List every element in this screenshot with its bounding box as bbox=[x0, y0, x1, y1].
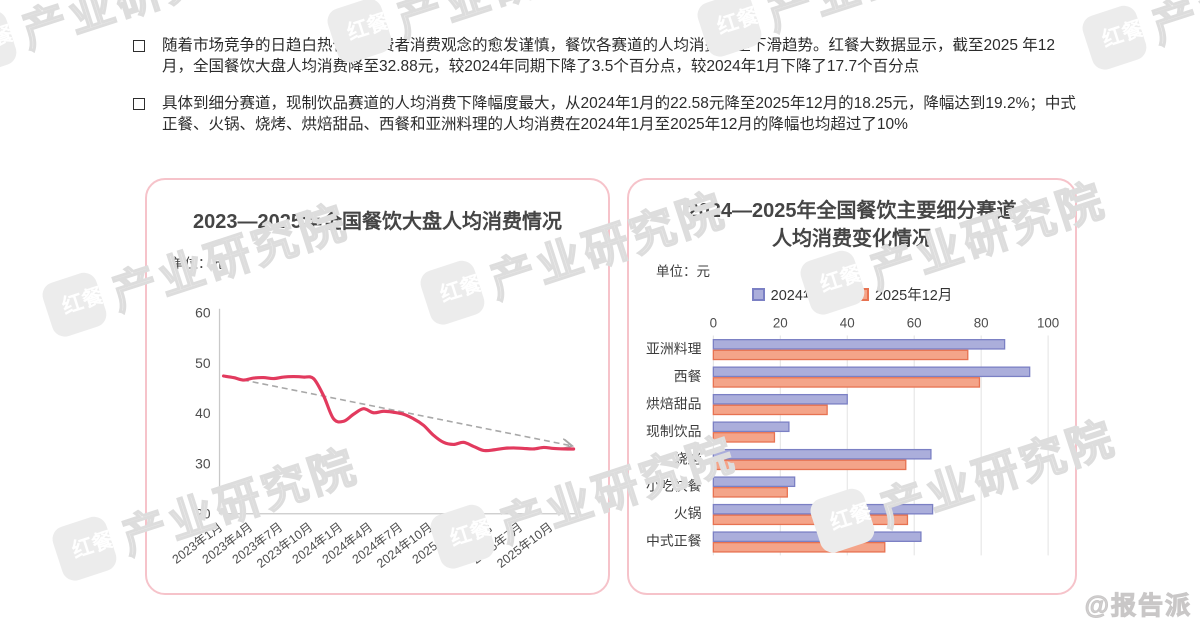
category-label: 现制饮品 bbox=[646, 423, 701, 439]
line-chart-card: 2023—2025年全国餐饮大盘人均消费情况 单位：元 60 50 40 30 20 20… bbox=[145, 178, 610, 595]
brand-logo-icon: 红餐 bbox=[39, 268, 110, 340]
y-axis-tick-label: 50 bbox=[195, 355, 211, 371]
bar-2025 bbox=[712, 432, 776, 443]
bar-2024 bbox=[712, 421, 790, 433]
y-axis-tick-label: 40 bbox=[195, 405, 211, 421]
consumption-line-series bbox=[221, 374, 576, 453]
bar-2025 bbox=[712, 541, 886, 553]
x-axis-tick-label: 100 bbox=[1037, 316, 1059, 331]
line-chart: 60504030202023年1月2023年4月2023年7月2023年10月2… bbox=[170, 305, 581, 571]
bullet-text: 随着市场竞争的日趋白热化和消费者消费观念的愈发谨慎，餐饮各赛道的人均消费均呈下滑… bbox=[162, 37, 1056, 75]
x-axis-tick-label: 80 bbox=[974, 316, 989, 331]
bar-2024 bbox=[712, 503, 934, 515]
brand-watermark-text: 产业研究院 bbox=[1142, 0, 1200, 56]
credit-watermark: @报告派 bbox=[1084, 592, 1192, 621]
category-label: 小吃快餐 bbox=[646, 478, 702, 494]
category-label: 西餐 bbox=[674, 368, 702, 384]
bar-2025 bbox=[712, 404, 828, 416]
brand-logo-icon: 红餐 bbox=[0, 6, 20, 78]
bar-2024 bbox=[712, 339, 1006, 350]
category-label: 亚洲料理 bbox=[646, 340, 702, 356]
summary-bullets: 随着市场竞争的日趋白热化和消费者消费观念的愈发谨慎，餐饮各赛道的人均消费均呈下滑… bbox=[133, 36, 1077, 152]
bar-2025 bbox=[712, 459, 907, 471]
line-chart-title: 2023—2025年全国餐饮大盘人均消费情况 bbox=[193, 211, 562, 233]
x-axis-tick-label: 20 bbox=[773, 316, 788, 331]
bar-2025 bbox=[712, 514, 909, 526]
category-label: 烧烤 bbox=[674, 450, 702, 466]
bullet-item: 具体到细分赛道，现制饮品赛道的人均消费下降幅度最大，从2024年1月的22.58… bbox=[133, 94, 1077, 135]
bar-chart-title-line2: 人均消费变化情况 bbox=[772, 228, 932, 250]
bar-2025 bbox=[712, 377, 981, 388]
legend-label-2025: 2025年12月 bbox=[874, 288, 953, 304]
bar-2024 bbox=[712, 366, 1031, 378]
bar-chart-unit-label: 单位：元 bbox=[656, 264, 710, 279]
bar-2024 bbox=[712, 531, 922, 542]
brand-logo-icon: 红餐 bbox=[1079, 1, 1150, 73]
bar-chart-title: 2024—2025年全国餐饮主要细分赛道 人均消费变化情况 bbox=[629, 197, 1075, 253]
bar-2024 bbox=[712, 448, 932, 460]
bullet-square-icon bbox=[133, 98, 145, 110]
brand-logo-icon: 红餐 bbox=[49, 512, 120, 584]
trend-arrow-line bbox=[223, 375, 572, 446]
bar-2024 bbox=[712, 393, 848, 405]
bar-2024 bbox=[712, 476, 796, 488]
category-label: 烘焙甜品 bbox=[646, 395, 701, 411]
y-axis-tick-label: 60 bbox=[195, 305, 211, 321]
bullet-text: 具体到细分赛道，现制饮品赛道的人均消费下降幅度最大，从2024年1月的22.58… bbox=[162, 95, 1076, 133]
bar-2025 bbox=[712, 349, 969, 361]
bullet-square-icon bbox=[133, 40, 145, 52]
category-label: 火锅 bbox=[674, 505, 702, 521]
x-axis-tick-label: 0 bbox=[710, 316, 717, 331]
bar-chart-card: 2024—2025年全国餐饮主要细分赛道 人均消费变化情况 单位：元 2024年… bbox=[627, 178, 1077, 595]
bar-2025 bbox=[712, 487, 788, 498]
y-axis-tick-label: 20 bbox=[195, 506, 211, 522]
line-chart-unit-label: 单位：元 bbox=[171, 256, 225, 271]
legend-swatch-2024-icon bbox=[751, 288, 765, 301]
x-axis-tick-label: 60 bbox=[907, 316, 922, 331]
x-axis-tick-label: 40 bbox=[840, 316, 855, 331]
y-axis-tick-label: 30 bbox=[195, 455, 211, 471]
category-label: 中式正餐 bbox=[646, 533, 702, 549]
bullet-item: 随着市场竞争的日趋白热化和消费者消费观念的愈发谨慎，餐饮各赛道的人均消费均呈下滑… bbox=[133, 36, 1077, 77]
bar-chart-title-line1: 2024—2025年全国餐饮主要细分赛道 bbox=[687, 200, 1017, 222]
